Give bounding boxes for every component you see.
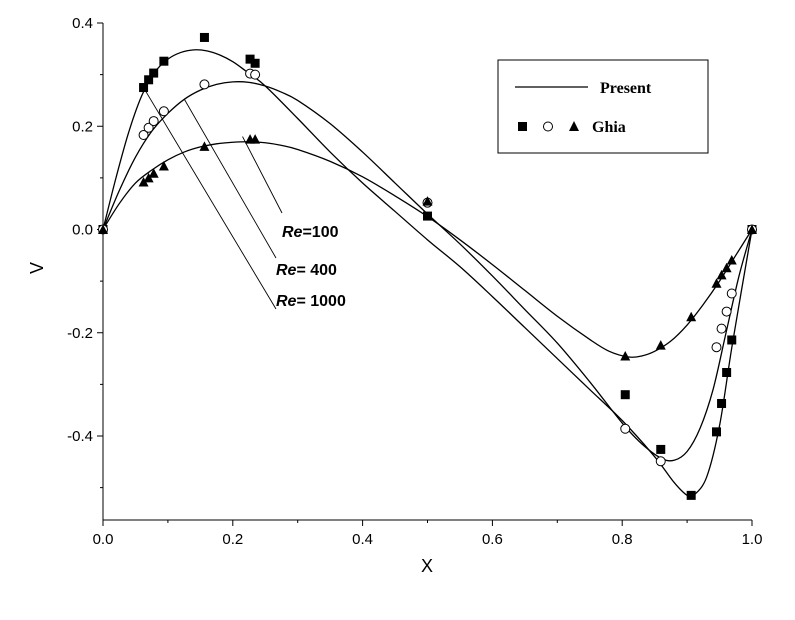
data-point-triangle [199, 141, 210, 151]
data-point-square [620, 390, 630, 400]
data-point-circle [716, 323, 727, 334]
x-axis-title: X [421, 556, 433, 576]
data-point-triangle [716, 269, 727, 280]
data-point-circle [250, 69, 261, 80]
data-point-circle [148, 116, 159, 127]
data-point-triangle [655, 340, 666, 350]
annotation-prefix: Re [276, 293, 297, 310]
data-point-triangle [726, 254, 737, 265]
legend-present-label: Present [600, 80, 652, 97]
data-point-circle [721, 306, 732, 317]
y-tick-label: 0.4 [72, 15, 93, 32]
axes: 0.0 0.2 0.4 0.6 0.8 1.0 -0.4 -0.2 0.0 0.2 0.4 [67, 15, 762, 548]
data-point-square [686, 490, 696, 500]
data-point-triangle [143, 172, 154, 183]
data-point-circle [726, 288, 737, 299]
x-tick-label: 0.8 [612, 531, 633, 548]
data-point-circle [199, 79, 210, 90]
data-point-triangle [98, 224, 108, 234]
data-point-square [144, 75, 154, 85]
data-point-square [711, 427, 721, 437]
y-tick-label: -0.2 [67, 325, 93, 342]
data-point-square [722, 368, 732, 378]
data-point-square [159, 56, 169, 66]
data-point-triangle [250, 134, 261, 144]
data-point-square [250, 58, 260, 68]
x-tick-label: 0.4 [352, 531, 373, 548]
annotation-value: = 1000 [296, 293, 345, 310]
annotation-prefix: Re [276, 262, 297, 279]
annotation-value: = 400 [296, 262, 337, 279]
data-point-square [199, 32, 209, 42]
annotation-prefix: Re [282, 224, 303, 241]
data-point-square [656, 444, 666, 454]
annotation-value: =100 [302, 224, 338, 241]
legend-box [497, 59, 709, 154]
annotation-leader-line [242, 136, 283, 214]
y-tick-label: -0.4 [67, 428, 93, 445]
data-point-square [423, 211, 432, 221]
data-point-triangle [148, 168, 159, 178]
x-tick-label: 0.2 [222, 531, 243, 548]
data-point-circle [138, 130, 149, 141]
data-point-triangle [721, 262, 732, 273]
data-point-triangle [158, 161, 169, 171]
x-tick-label: 1.0 [742, 531, 763, 548]
x-tick-label: 0.6 [482, 531, 503, 548]
data-point-square [727, 335, 737, 345]
data-point-square [245, 54, 255, 64]
data-point-triangle [747, 224, 757, 234]
data-point-triangle [686, 311, 697, 322]
data-point-triangle [620, 350, 631, 361]
annotation-leader-line [183, 98, 277, 259]
legend-triangle-swatch [569, 121, 579, 131]
data-point-circle [158, 106, 169, 117]
data-point-square [717, 398, 727, 408]
data-point-triangle [422, 196, 433, 206]
y-tick-label: 0.0 [72, 222, 93, 239]
data-point-triangle [138, 177, 149, 187]
annotation-label: Re= 400 [276, 262, 337, 279]
data-point-circle [620, 423, 631, 434]
data-point-square [149, 68, 159, 78]
legend-ghia-label: Ghia [592, 119, 626, 136]
annotation-label: Re= 1000 [276, 293, 346, 310]
legend: Present Ghia [497, 59, 709, 154]
series-line-re-100-present [102, 141, 753, 358]
data-point-circle [143, 122, 154, 133]
annotation-label: Re=100 [282, 224, 339, 241]
y-tick-label: 0.2 [72, 118, 93, 135]
y-axis-title: V [27, 262, 47, 274]
annotation-leader-line [141, 84, 277, 310]
data-point-circle [711, 342, 722, 353]
x-tick-label: 0.0 [93, 531, 114, 548]
series-line-re-400-present [102, 81, 753, 462]
data-point-triangle [711, 278, 722, 288]
legend-circle-swatch [543, 121, 553, 132]
legend-square-swatch [518, 122, 527, 131]
data-point-circle [655, 456, 666, 467]
